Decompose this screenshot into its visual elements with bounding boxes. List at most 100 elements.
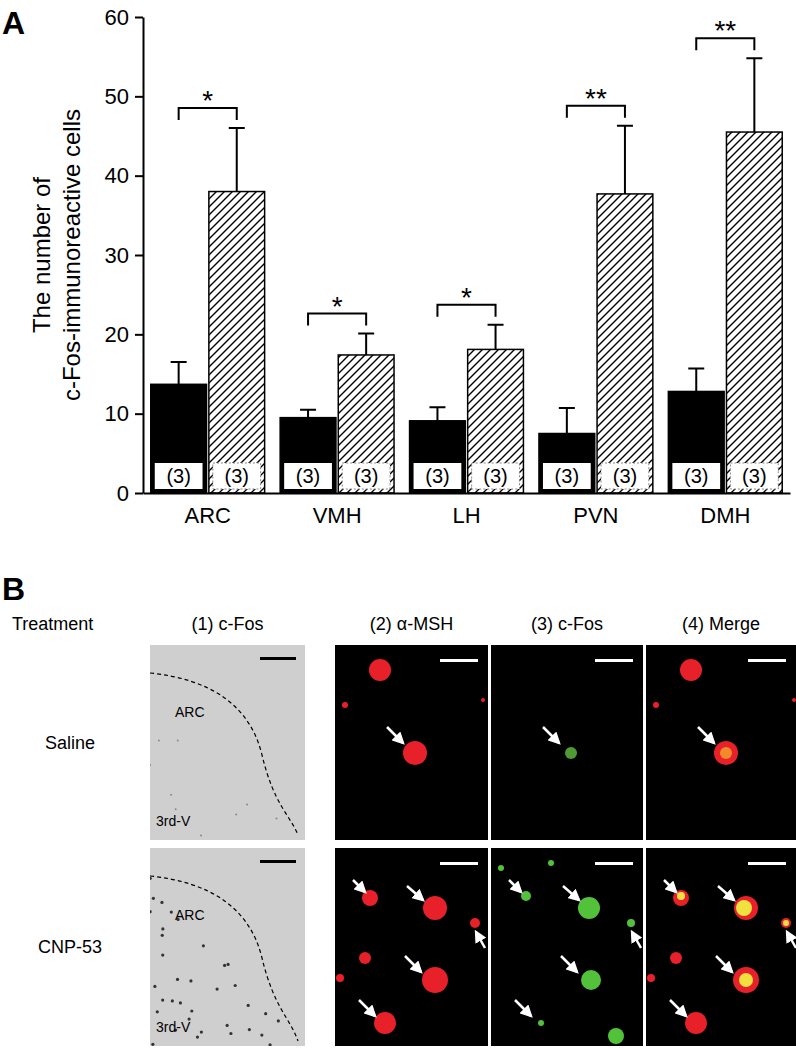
micrograph: ARC3rd-V xyxy=(149,848,305,1046)
error-bar xyxy=(171,362,187,384)
speckle xyxy=(268,1043,271,1046)
region-boundary xyxy=(150,876,298,1041)
cell-red xyxy=(359,952,371,964)
n-label-box xyxy=(342,463,390,489)
speckle xyxy=(158,740,160,742)
cell-green xyxy=(498,865,504,871)
speckle xyxy=(248,1028,251,1031)
region-label: ARC xyxy=(175,907,205,923)
error-bar xyxy=(746,58,762,132)
speckle xyxy=(202,944,205,947)
x-tick: LH xyxy=(452,503,480,528)
x-tick-label: PVN xyxy=(573,503,618,528)
n-label-box xyxy=(155,463,203,489)
significance-label: * xyxy=(461,282,472,313)
speckle xyxy=(161,953,164,956)
arrow xyxy=(543,727,559,743)
speckle xyxy=(200,834,202,836)
region-boundary xyxy=(150,673,298,835)
micrograph xyxy=(646,848,796,1046)
bar xyxy=(668,391,724,493)
panel-label: B xyxy=(2,571,25,607)
significance: ******* xyxy=(179,15,755,325)
significance-label: * xyxy=(202,85,213,116)
error-bar xyxy=(559,408,575,433)
y-tick-mark xyxy=(135,96,143,98)
arrow xyxy=(561,956,577,972)
n-labels: (3)(3)(3)(3)(3)(3)(3)(3)(3)(3) xyxy=(155,463,778,489)
n-label-box xyxy=(543,463,591,489)
cell-red xyxy=(422,967,448,993)
arrow xyxy=(353,880,365,892)
arrow xyxy=(718,886,734,900)
y-tick-label: 40 xyxy=(105,163,129,188)
cell-green xyxy=(581,970,601,990)
n-label: (3) xyxy=(225,465,249,487)
n-label: (3) xyxy=(742,465,766,487)
n-label-box xyxy=(414,463,462,489)
scale-bar xyxy=(260,860,296,863)
cell-green xyxy=(627,919,635,927)
x-tick-label: VMH xyxy=(313,503,362,528)
cell-red xyxy=(680,659,702,681)
speckle xyxy=(275,817,277,819)
row-label: CNP-53 xyxy=(38,937,102,957)
bar xyxy=(468,349,524,493)
speckle xyxy=(216,987,219,990)
arrow xyxy=(716,956,732,972)
speckle xyxy=(153,985,156,988)
image-background xyxy=(150,645,305,840)
significance-label: * xyxy=(332,291,343,322)
bar xyxy=(209,192,265,493)
arrow xyxy=(632,932,641,948)
cell-red xyxy=(423,896,447,920)
arrow xyxy=(563,886,579,900)
arrow xyxy=(359,1000,375,1016)
region-label: ARC xyxy=(175,704,205,720)
image-background xyxy=(150,848,305,1046)
cell-red xyxy=(781,918,791,928)
error-bar xyxy=(688,368,704,391)
speckle xyxy=(190,1009,193,1012)
speckle xyxy=(156,1010,159,1013)
speckle xyxy=(152,897,155,900)
scale-bar xyxy=(748,862,786,865)
x-axis: ARCVMHLHPVNDMH xyxy=(144,494,791,528)
cell-green xyxy=(578,897,600,919)
speckle xyxy=(161,934,164,937)
figure: AThe number ofc-Fos-immunoreactive cells… xyxy=(0,0,796,1049)
y-tick: 50 xyxy=(105,84,143,109)
n-label-box xyxy=(601,463,649,489)
column-header: (2) α-MSH xyxy=(370,614,453,634)
error-bar xyxy=(488,325,504,350)
cell-red xyxy=(369,659,391,681)
scale-bar xyxy=(595,659,633,662)
cell-green xyxy=(565,747,577,759)
x-tick-label: ARC xyxy=(184,503,231,528)
y-tick-label: 20 xyxy=(105,322,129,347)
cell-green xyxy=(521,891,531,901)
n-label-box xyxy=(672,463,720,489)
speckle xyxy=(226,1024,229,1027)
micrograph xyxy=(335,848,488,1046)
cell-merge xyxy=(739,973,753,987)
image-background xyxy=(335,848,488,1046)
micrograph xyxy=(491,848,643,1046)
y-tick: 60 xyxy=(105,5,143,30)
cell-red xyxy=(670,952,682,964)
n-label: (3) xyxy=(354,465,378,487)
cell-red xyxy=(481,698,485,702)
error-bar xyxy=(358,334,374,355)
speckle xyxy=(170,794,172,796)
speckle xyxy=(177,740,179,742)
row-label: Saline xyxy=(45,733,95,753)
arrow xyxy=(407,886,423,900)
speckle xyxy=(235,813,237,815)
cell-red xyxy=(653,702,659,708)
cell-green xyxy=(548,860,554,866)
speckle xyxy=(150,910,152,913)
micrograph xyxy=(335,645,488,840)
error-bar xyxy=(617,126,633,194)
arrow xyxy=(787,932,796,948)
speckle xyxy=(151,1043,154,1046)
